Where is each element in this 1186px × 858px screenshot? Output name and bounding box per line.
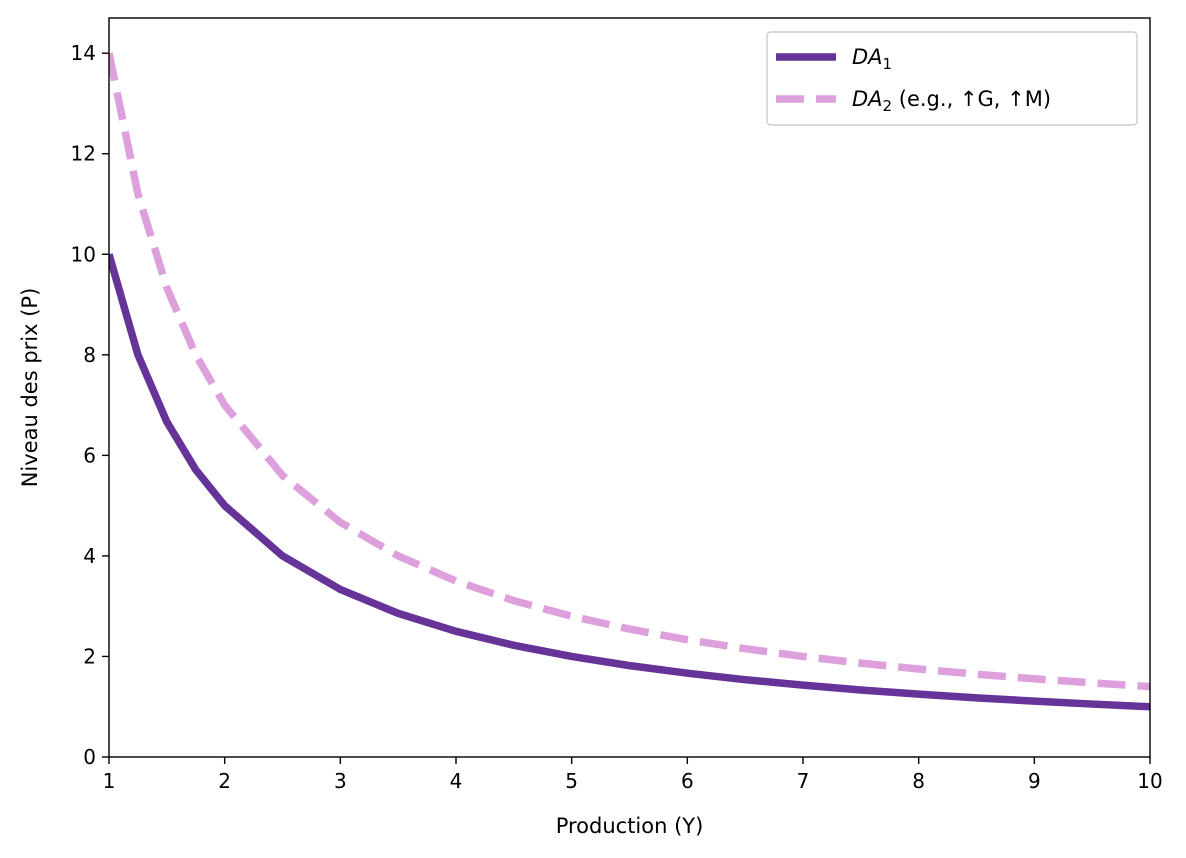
x-tick-label: 2 xyxy=(218,769,231,793)
y-tick-label: 2 xyxy=(83,644,96,668)
series-line-2 xyxy=(109,52,1150,691)
series-layer xyxy=(109,52,1150,711)
legend-label-subscript: 1 xyxy=(883,55,893,73)
y-tick-label: 6 xyxy=(83,443,96,467)
y-tick-label: 4 xyxy=(83,544,96,568)
x-tick-label: 1 xyxy=(103,769,116,793)
legend-label-1: DA1 xyxy=(852,45,892,73)
legend-label-base: DA xyxy=(852,87,883,111)
x-tick-label: 6 xyxy=(681,769,694,793)
y-tick-label: 14 xyxy=(71,41,96,65)
y-tick-label: 0 xyxy=(83,745,96,769)
x-tick-label: 8 xyxy=(912,769,925,793)
y-tick-label: 12 xyxy=(71,142,96,166)
legend-label-base: DA xyxy=(852,45,883,69)
x-tick-label: 7 xyxy=(797,769,810,793)
legend-frame xyxy=(766,31,1138,126)
plot-frame xyxy=(108,17,1151,758)
x-axis-label: Production (Y) xyxy=(556,814,704,838)
series-line-1 xyxy=(109,253,1150,711)
legend-label-2: DA2 (e.g., ↑G, ↑M) xyxy=(852,87,1051,115)
legend-label-suffix: (e.g., ↑G, ↑M) xyxy=(892,87,1051,111)
x-tick-label: 10 xyxy=(1137,769,1162,793)
legend-label-subscript: 2 xyxy=(883,97,893,115)
y-tick-label: 10 xyxy=(71,242,96,266)
x-tick-label: 3 xyxy=(334,769,347,793)
x-axis: 1 2 3 4 5 6 7 8 9 10 xyxy=(103,757,1163,793)
y-axis: 0 2 4 6 8 10 12 14 xyxy=(71,41,109,769)
y-tick-label: 8 xyxy=(83,343,96,367)
x-tick-label: 4 xyxy=(450,769,463,793)
x-tick-label: 5 xyxy=(565,769,578,793)
x-tick-label: 9 xyxy=(1028,769,1041,793)
y-axis-label: Niveau des prix (P) xyxy=(18,288,42,488)
